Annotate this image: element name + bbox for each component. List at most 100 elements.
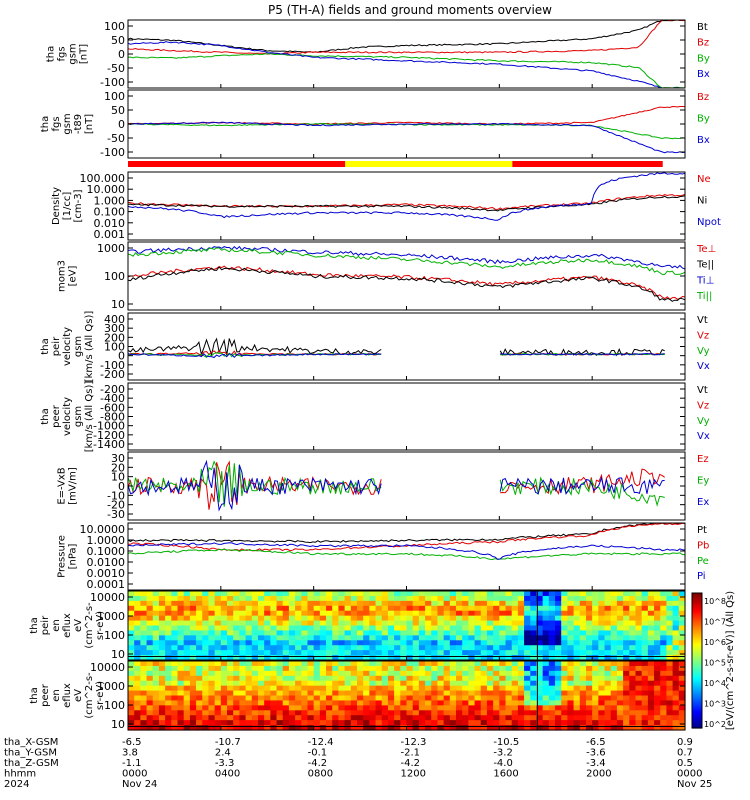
spectrogram-cell <box>585 710 593 716</box>
spectrogram-cell <box>499 635 507 641</box>
spectrogram-cell <box>233 670 240 677</box>
spectrogram-cell <box>654 600 661 607</box>
series-fgs_gsm-Bt <box>127 19 686 53</box>
spectrogram-cell <box>257 610 265 617</box>
spectrogram-cell <box>369 615 377 622</box>
spectrogram-cell <box>282 591 290 597</box>
spectrogram-cell <box>381 610 389 617</box>
spectrogram-cell <box>276 655 284 661</box>
spectrogram-cell <box>406 625 414 632</box>
spectrogram-cell <box>647 710 655 716</box>
spectrogram-cell <box>635 595 643 602</box>
spectrogram-cell <box>505 655 513 661</box>
spectrogram-cell <box>177 625 185 632</box>
y-tick-label: 100 <box>104 629 125 642</box>
spectrogram-cell <box>171 595 179 602</box>
spectrogram-cell <box>635 605 643 612</box>
spectrogram-cell <box>350 695 358 702</box>
spectrogram-cell <box>214 591 222 597</box>
spectrogram-cell <box>350 650 358 656</box>
spectrogram-cell <box>425 595 432 602</box>
spectrogram-cell <box>406 680 414 687</box>
spectrogram-cell <box>214 620 222 627</box>
spectrogram-cell <box>542 720 550 726</box>
spectrogram-cell <box>517 720 525 726</box>
spectrogram-cell <box>412 615 420 622</box>
spectrogram-cell <box>486 591 494 597</box>
spectrogram-cell <box>524 620 531 627</box>
spectrogram-cell <box>412 680 420 687</box>
y-axis-label-line: gsm <box>73 406 84 427</box>
spectrogram-cell <box>319 661 327 667</box>
spectrogram-cell <box>394 635 401 641</box>
spectrogram-cell <box>567 640 575 646</box>
spectrogram-cell <box>363 635 370 641</box>
spectrogram-cell <box>654 680 661 687</box>
spectrogram-cell <box>592 710 599 716</box>
spectrogram-cell <box>517 680 525 687</box>
spectrogram-cell <box>288 661 296 667</box>
x-axis-row-value: -4.0 <box>493 758 513 769</box>
spectrogram-cell <box>623 661 630 667</box>
spectrogram-cell <box>220 635 228 641</box>
spectrogram-cell <box>462 615 469 622</box>
spectrogram-cell <box>146 680 154 687</box>
spectrogram-cell <box>647 680 655 687</box>
spectrogram-cell <box>462 675 469 682</box>
spectrogram-cell <box>579 635 587 641</box>
spectrogram-cell <box>282 655 290 661</box>
spectrogram-cell <box>536 725 544 731</box>
spectrogram-cell <box>313 715 321 721</box>
spectrogram-cell <box>152 710 160 716</box>
spectrogram-cell <box>647 665 655 672</box>
spectrogram-cell <box>319 675 327 682</box>
spectrogram-cell <box>412 661 420 667</box>
spectrogram-cell <box>276 610 284 617</box>
spectrogram-cell <box>319 645 327 651</box>
spectrogram-cell <box>332 620 340 627</box>
spectrogram-cell <box>437 715 445 721</box>
spectrogram-cell <box>431 600 439 607</box>
spectrogram-cell <box>332 645 340 651</box>
spectrogram-cell <box>499 661 507 667</box>
spectrogram-cell <box>629 680 637 687</box>
spectrogram-cell <box>474 665 482 672</box>
spectrogram-cell <box>431 680 439 687</box>
y-axis-label: Density[1/cc][cm-3] <box>51 187 84 225</box>
spectrogram-cell <box>400 645 408 651</box>
spectrogram-cell <box>276 685 284 692</box>
spectrogram-cell <box>524 705 531 711</box>
spectrogram-cell <box>400 620 408 627</box>
spectrogram-cell <box>542 640 550 646</box>
spectrogram-cell <box>214 685 222 692</box>
spectrogram-cell <box>629 655 637 661</box>
spectrogram-cell <box>183 615 191 622</box>
spectrogram-cell <box>592 630 599 636</box>
spectrogram-cell <box>177 695 185 702</box>
spectrogram-cell <box>350 675 358 682</box>
spectrogram-cell <box>678 650 686 656</box>
y-tick-label: 10 <box>111 471 125 484</box>
spectrogram-cell <box>641 665 649 672</box>
spectrogram-cell <box>140 690 148 697</box>
spectrogram-cell <box>524 640 531 646</box>
spectrogram-cell <box>449 625 457 632</box>
spectrogram-cell <box>239 630 247 636</box>
spectrogram-cell <box>493 710 500 716</box>
spectrogram-cell <box>660 685 668 692</box>
spectrogram-cell <box>270 715 278 721</box>
spectrogram-cell <box>604 655 612 661</box>
spectrogram-cell <box>449 645 457 651</box>
spectrogram-cell <box>678 690 686 697</box>
spectrogram-cell <box>524 615 531 622</box>
spectrogram-cell <box>437 630 445 636</box>
spectrogram-cell <box>456 690 463 697</box>
spectrogram-cell <box>257 630 265 636</box>
legend-entry: Ex <box>697 497 709 508</box>
spectrogram-cell <box>220 720 228 726</box>
spectrogram-cell <box>251 720 259 726</box>
spectrogram-cell <box>332 615 340 622</box>
spectrogram-cell <box>208 695 216 702</box>
spectrogram-cell <box>363 725 370 731</box>
spectrogram-cell <box>647 720 655 726</box>
